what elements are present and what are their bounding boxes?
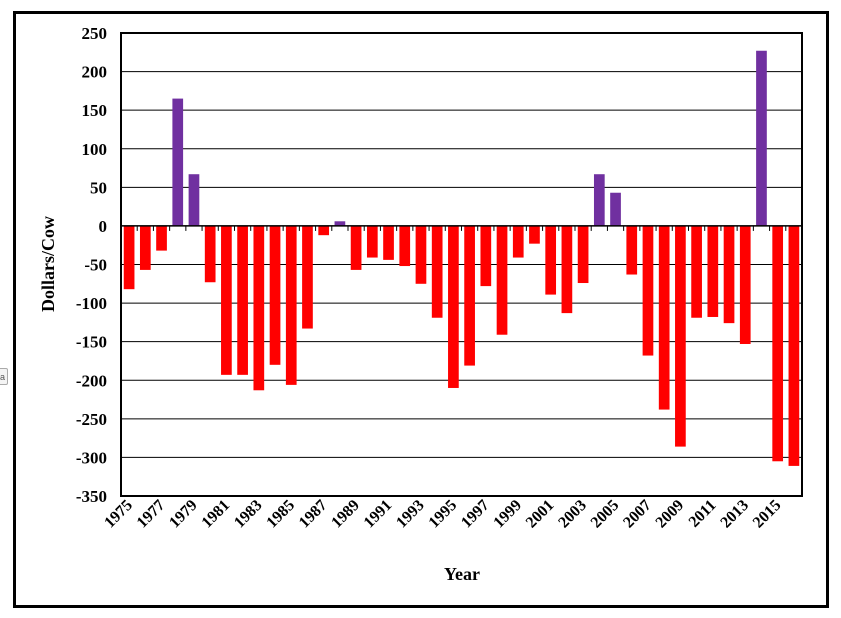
bar-1984: [269, 225, 281, 365]
y-tick-label: -100: [76, 294, 107, 313]
x-tick-label: 1987: [296, 497, 331, 532]
y-tick-label: 50: [90, 178, 107, 197]
x-tick-label: 1991: [361, 497, 396, 532]
y-tick-labels: 250 200 150 100 50 0 -50 -100 -150 -200 -250 -300 -3…: [76, 24, 107, 506]
bar-1996: [464, 225, 475, 366]
bar-1980: [204, 225, 216, 283]
x-tick-label: 2011: [686, 497, 720, 531]
bar-1981: [221, 225, 232, 375]
x-tick-labels: 1975197719791981198319851987198919911993…: [101, 497, 784, 532]
x-tick-label: 1995: [426, 497, 461, 532]
y-tick-label: 150: [82, 101, 108, 120]
bar-1990: [366, 225, 378, 258]
bar-2003: [577, 225, 589, 284]
y-tick-label: 0: [99, 217, 108, 236]
x-tick-label: 1977: [134, 497, 169, 532]
bar-2000: [529, 225, 540, 244]
bar-2016: [788, 225, 800, 466]
bar-1994: [431, 225, 443, 318]
x-tick-label: 2013: [717, 497, 752, 532]
bar-1997: [480, 225, 492, 287]
bar-2002: [561, 225, 573, 314]
x-tick-label: 2003: [555, 497, 590, 532]
bar-2009: [675, 225, 686, 447]
bar-2010: [691, 225, 702, 318]
bar-1992: [399, 225, 411, 267]
x-tick-label: 2015: [750, 497, 785, 532]
y-tick-label: -200: [76, 371, 107, 390]
bar-2006: [626, 225, 638, 275]
y-axis-label: Dollars/Cow: [38, 216, 58, 312]
x-tick-label: 2005: [588, 497, 623, 532]
x-axis-label: Year: [444, 564, 480, 584]
y-tick-label: -150: [76, 333, 107, 352]
bar-1988: [334, 221, 346, 226]
bar-1998: [496, 225, 508, 335]
bar-2011: [707, 225, 719, 317]
bar-1993: [415, 225, 427, 284]
bar-2004: [593, 174, 605, 226]
bar-1999: [512, 225, 524, 258]
bar-2013: [739, 225, 751, 344]
plot-border: [120, 32, 803, 497]
x-tick-label: 1983: [231, 497, 266, 532]
x-tick-label: 1989: [328, 497, 363, 532]
bar-2014: [756, 50, 767, 226]
x-tick-label: 2007: [620, 497, 655, 532]
bar-1975: [123, 225, 135, 290]
x-tick-label: 1979: [166, 497, 201, 532]
bar-1995: [448, 225, 459, 388]
x-tick-label: 1981: [199, 497, 234, 532]
bar-1982: [237, 225, 248, 375]
bar-1976: [139, 225, 151, 270]
bar-1987: [318, 225, 330, 236]
bars: [123, 50, 800, 466]
y-tick-label: -250: [76, 410, 107, 429]
bar-1977: [156, 225, 167, 251]
side-button[interactable]: a: [0, 368, 8, 385]
bar-1986: [302, 225, 313, 329]
bar-2005: [610, 192, 621, 226]
x-tick-label: 1985: [263, 497, 298, 532]
x-tick-label: 1999: [490, 497, 525, 532]
bar-2008: [658, 225, 670, 410]
bar-1978: [172, 98, 184, 226]
y-tick-label: -350: [76, 487, 107, 506]
bar-1989: [350, 225, 362, 270]
y-tick-label: -50: [84, 256, 107, 275]
bar-2015: [772, 225, 784, 462]
x-tick-label: 1993: [393, 497, 428, 532]
bar-2001: [545, 225, 557, 295]
bar-1985: [285, 225, 297, 385]
x-tick-label: 2009: [653, 497, 688, 532]
y-tick-label: 100: [82, 140, 108, 159]
x-tick-label: 2001: [523, 497, 558, 532]
bar-1983: [253, 225, 265, 391]
y-tick-label: -300: [76, 448, 107, 467]
axes: [120, 32, 803, 497]
bar-1979: [188, 174, 200, 226]
y-tick-label: 250: [82, 24, 108, 43]
y-tick-label: 200: [82, 63, 108, 82]
bar-1991: [383, 225, 394, 260]
x-tick-label: 1997: [458, 497, 493, 532]
bar-2012: [723, 225, 735, 324]
bar-2007: [642, 225, 654, 356]
